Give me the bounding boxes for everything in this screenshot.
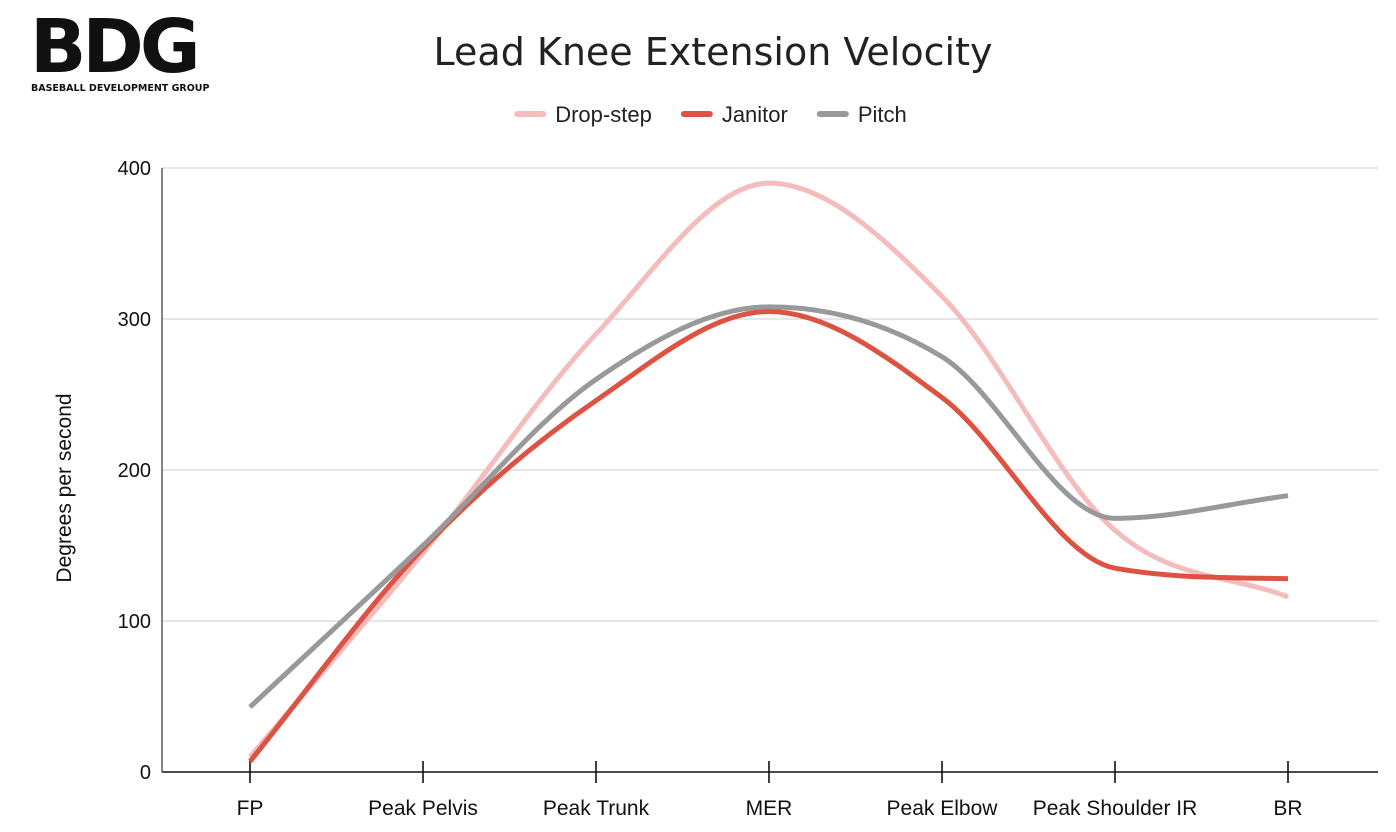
y-tick-label: 0 [140, 762, 151, 784]
logo-letters: BDG [30, 10, 197, 90]
legend-item-drop-step: Drop-step [514, 102, 652, 127]
gridlines [162, 167, 1378, 622]
x-tick-label: Peak Shoulder IR [1033, 797, 1198, 820]
legend-item-janitor: Janitor [680, 102, 788, 127]
x-tick-label: MER [746, 797, 793, 820]
y-axis-ticks: 0 100 200 300 400 [118, 158, 151, 784]
logo-tagline: BASEBALL DEVELOPMENT GROUP [31, 83, 209, 94]
x-tick-label: FP [237, 797, 264, 820]
y-tick-label: 200 [118, 460, 151, 482]
x-tick-label: Peak Trunk [543, 797, 650, 820]
legend-label: Drop-step [555, 102, 652, 127]
series-line-janitor [248, 308, 1289, 764]
y-tick-label: 100 [118, 611, 151, 633]
chart-title: Lead Knee Extension Velocity [434, 30, 993, 74]
series-line-drop-step [248, 180, 1289, 759]
y-axis-label: Degrees per second [53, 393, 76, 582]
legend-item-pitch: Pitch [816, 102, 907, 127]
y-tick-label: 300 [118, 309, 151, 331]
legend-label: Pitch [858, 102, 907, 127]
x-tick-label: Peak Pelvis [368, 797, 478, 820]
x-axis: FP Peak Pelvis Peak Trunk MER Peak Elbow Peak… [161, 168, 1378, 820]
legend: Drop-step Janitor Pitch [514, 102, 907, 127]
series-lines [248, 180, 1289, 764]
x-tick-label: BR [1273, 797, 1302, 820]
bdg-logo: BDG BASEBALL DEVELOPMENT GROUP [30, 10, 209, 94]
legend-label: Janitor [722, 102, 788, 127]
x-tick-label: Peak Elbow [887, 797, 999, 820]
series-line-pitch [248, 304, 1289, 709]
y-tick-label: 400 [118, 158, 151, 180]
